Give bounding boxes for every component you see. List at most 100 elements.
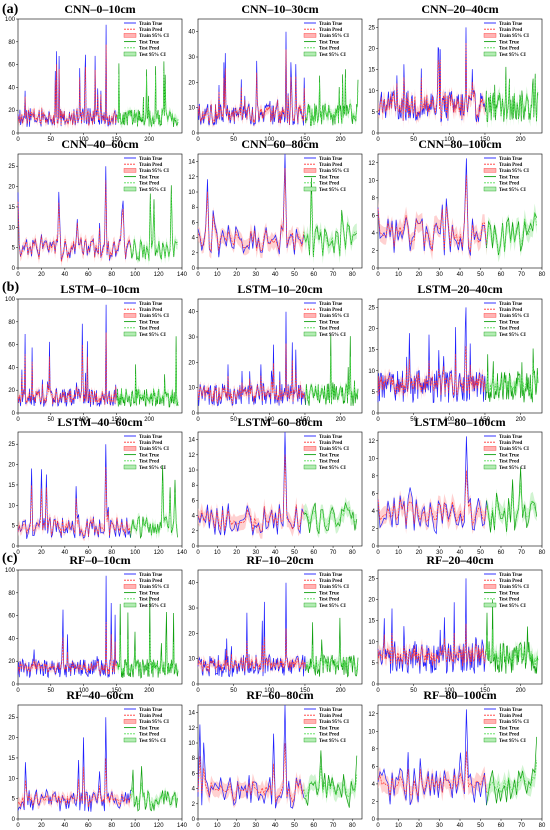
y-tick-label: 25 [368,25,375,31]
legend-label: Train True [319,22,343,27]
train-true-line [17,717,131,812]
legend-swatch [123,33,137,38]
legend-label: Test 95% CI [499,739,526,744]
plot-frame [17,569,183,685]
y-tick-label: 25 [8,442,15,448]
legend-swatch [483,331,497,337]
y-tick-label: 0 [12,266,16,272]
x-tick-label: 50 [410,417,417,423]
y-tick-label: 0 [12,131,16,137]
x-tick-label: 150 [480,417,491,423]
subplot-title: LSTM–80–100cm [414,415,505,429]
test-pred-line [130,480,178,535]
y-tick-label: 10 [188,386,195,392]
subplot-title: CNN–20–40cm [421,2,498,16]
y-tick-label: 25 [8,164,15,170]
plot-frame [377,18,543,134]
legend-label: Train 95% CI [139,169,169,174]
legend-label: Test True [139,320,160,325]
legend-swatch [303,186,317,192]
legend-swatch [303,737,317,743]
y-tick-label: 40 [8,85,15,91]
legend-label: Test Pred [139,182,159,187]
subplot-4: CNN–40–60cm 0 20 40 60 80 100 120 140 0 5 10 15 20 25 T… [8,137,187,278]
test-pred-line [130,193,178,262]
x-tick-label: 0 [16,137,20,143]
legend-label: Train True [139,22,163,27]
test-pred-line [486,212,538,254]
subplot-2: CNN–10–30cm 0 50 100 150 200 0 10 20 30 40 Train Tr… [188,2,363,143]
y-tick-label: 25 [368,305,375,311]
subplot-6: CNN–80–100cm 0 10 20 30 40 50 60 70 80 0 2 4 6 8 10 12 Tr… [368,137,546,278]
legend-label: Train 95% CI [499,34,529,39]
x-tick-label: 50 [47,137,54,143]
x-tick-label: 60 [498,272,505,278]
legend-label: Train 95% CI [319,585,349,590]
legend-swatch [303,464,317,470]
test-pred-line [485,362,539,398]
train-ci-band [198,160,304,259]
y-tick-label: 6 [192,498,196,504]
subplot-title: RF–20–40cm [426,553,493,567]
subplot-9: LSTM–20–40cm 0 50 100 150 200 0 5 10 15 20 25 Train … [368,282,543,423]
legend-label: Train Pred [139,28,163,33]
y-tick-label: 0 [372,544,376,550]
legend-label: Test 95% CI [319,739,346,744]
legend-label: Train True [139,573,163,578]
legend-label: Test Pred [499,598,519,603]
y-tick-label: 20 [188,80,195,86]
legend-label: Test 95% CI [139,53,166,58]
x-tick-label: 70 [330,550,337,556]
plot-frame [17,431,183,547]
panel-label-b: (b) [2,280,20,295]
y-tick-label: 12 [188,175,195,181]
x-tick-label: 150 [300,688,311,694]
y-tick-label: 10 [368,456,375,462]
x-tick-label: 0 [196,137,200,143]
test-pred-line [303,504,357,532]
train-ci-band [18,753,131,813]
legend-label: Train 95% CI [499,314,529,319]
x-tick-label: 100 [130,823,141,829]
train-pred-line [197,167,305,253]
plot-frame [197,298,363,414]
legend-swatch [483,168,497,173]
legend-label: Test 95% CI [139,188,166,193]
subplot-3: CNN–20–40cm 0 50 100 150 200 0 5 10 15 20 25 Train T… [368,2,543,143]
legend-label: Train 95% CI [139,585,169,590]
test-true-line [130,185,178,262]
train-ci-band [198,623,306,677]
x-tick-label: 200 [336,137,347,143]
test-true-line [485,348,539,403]
y-tick-label: 10 [368,640,375,646]
plot-frame [17,18,183,134]
x-tick-label: 100 [79,137,90,143]
legend-swatch [123,331,137,337]
legend-swatch [303,313,317,318]
y-tick-label: 0 [372,131,376,137]
legend-label: Train True [319,708,343,713]
train-ci-band [18,40,117,130]
x-tick-label: 30 [253,550,260,556]
y-tick-label: 20 [368,598,375,604]
subplot-5: CNN–60–80cm 0 10 20 30 40 50 60 70 80 0 2 4 6 8 10 12 14 T… [188,137,363,278]
test-pred-line [303,194,357,257]
subplot-title: CNN–60–80cm [241,137,318,151]
x-tick-label: 150 [111,688,122,694]
legend-label: Test Pred [139,598,159,603]
x-tick-label: 0 [16,272,20,278]
legend-label: Test 95% CI [139,466,166,471]
x-tick-label: 20 [416,272,423,278]
test-pred-line [305,77,359,125]
x-tick-label: 100 [79,688,90,694]
test-pred-line [116,632,179,676]
subplot-18: RF–80–100cm 0 10 20 30 40 50 60 70 80 0 2 4 6 8 10 12 Tra… [368,688,546,829]
y-tick-label: 100 [5,568,16,574]
x-tick-label: 0 [376,688,380,694]
y-tick-label: 4 [372,509,376,515]
x-tick-label: 0 [376,550,380,556]
legend-label: Test 95% CI [499,188,526,193]
